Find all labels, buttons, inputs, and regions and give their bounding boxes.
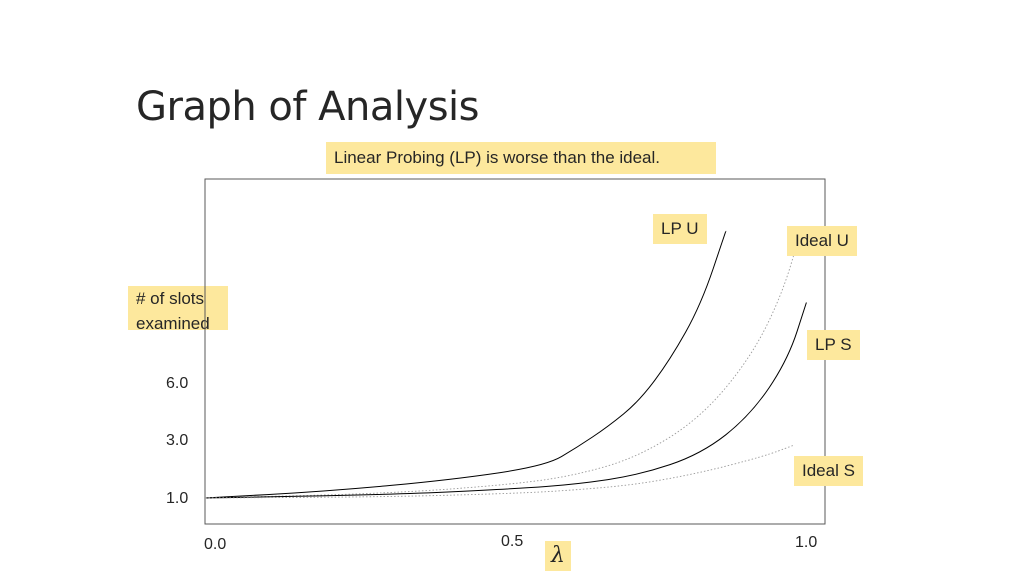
series-layer <box>204 231 807 499</box>
x-tick-label-0: 0.0 <box>204 536 227 553</box>
series-label-ideal-s: Ideal S <box>794 456 863 486</box>
y-tick-label-6: 6.0 <box>166 375 189 392</box>
series-line-ideal-s <box>204 444 795 499</box>
y-tick-label-3: 3.0 <box>166 432 189 449</box>
series-line-ideal-u <box>204 233 801 499</box>
series-label-ideal-u: Ideal U <box>787 226 857 256</box>
x-tick-label-05: 0.5 <box>501 533 524 550</box>
series-line-lp-u <box>204 231 727 499</box>
x-axis-label: λ <box>545 541 571 571</box>
series-label-lp-s: LP S <box>807 330 860 360</box>
slide-title: Graph of Analysis <box>136 84 479 130</box>
chart-title: Linear Probing (LP) is worse than the id… <box>326 142 716 174</box>
series-line-lp-s <box>204 302 807 499</box>
x-tick-label-1: 1.0 <box>795 534 818 551</box>
series-label-lp-u: LP U <box>653 214 707 244</box>
y-tick-label-1: 1.0 <box>166 490 189 507</box>
plot-frame <box>204 178 826 525</box>
y-axis-label: # of slots examined <box>128 286 228 333</box>
